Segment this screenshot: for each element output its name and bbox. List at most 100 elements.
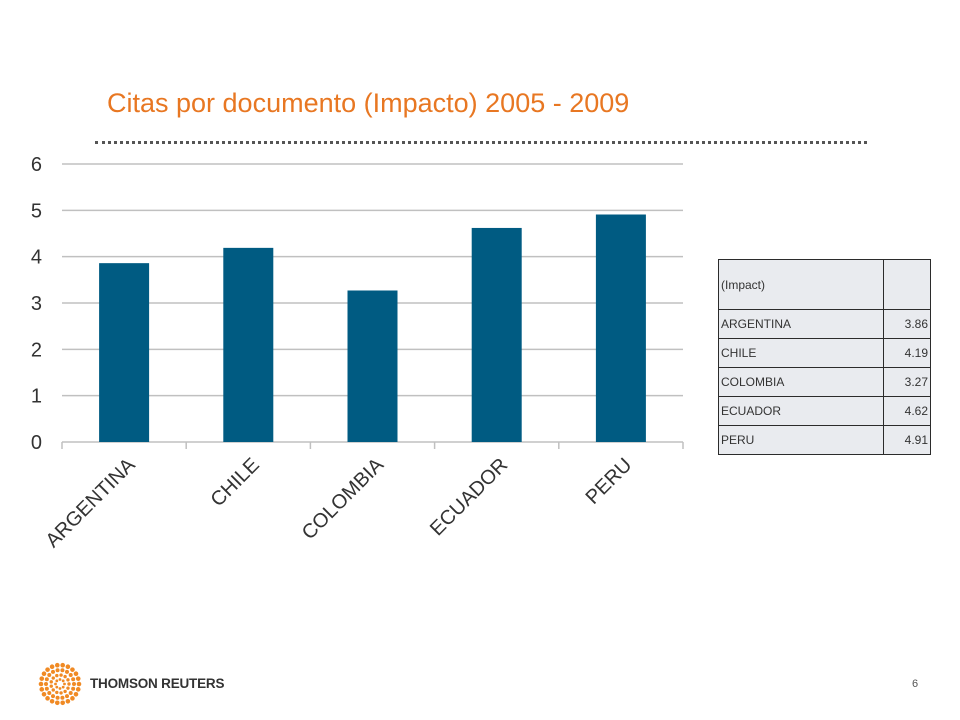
data-table: (Impact) ARGENTINA 3.86 CHILE 4.19 COLOM… [718,259,931,455]
logo-dot [59,691,63,695]
table-row: ARGENTINA 3.86 [718,309,931,339]
logo-dot [51,688,55,692]
title-divider [95,141,867,144]
logo-dot [49,698,55,704]
x-tick-label: CHILE [207,454,264,511]
logo-dot [65,694,69,699]
logo-dot [59,673,63,677]
brand-name: THOMSON REUTERS [90,676,225,691]
logo-dot [60,668,65,673]
logo-dot [58,687,62,690]
y-tick-label: 0 [31,432,42,454]
table-cell-country: COLOMBIA [718,367,884,397]
bar [99,263,150,442]
bar [223,247,274,442]
logo-dot [63,674,67,679]
logo-dot [54,700,60,706]
logo-dot [55,695,60,700]
logo-dot [73,691,79,697]
logo-dot [76,681,82,687]
logo-dot [71,686,76,691]
logo-dot [75,687,81,692]
logo-dot [49,684,53,688]
y-tick-label: 1 [31,386,42,408]
logo-dot [60,662,66,668]
logo-dot [41,671,47,677]
logo-dot [61,685,65,689]
logo-dot [65,664,71,670]
page-number: 6 [912,678,919,690]
logo-dot [66,678,70,682]
y-tick-label: 2 [31,339,42,361]
logo-dot [63,682,66,686]
logo-dot [70,667,75,672]
logo-dot [65,669,69,674]
bar [347,290,398,442]
logo-dot [75,676,81,681]
y-tick-label: 3 [31,293,42,315]
y-tick-label: 4 [31,247,42,269]
logo-dot [39,676,45,681]
x-tick-label: COLOMBIA [298,454,389,545]
table-cell-value: 3.27 [883,367,931,397]
logo-dot [67,682,71,686]
logo-dot [41,691,47,697]
table-cell-country: PERU [718,425,884,455]
logo-dot [55,685,59,689]
logo-dot [44,677,49,682]
y-tick-label: 5 [31,200,42,222]
logo-dot [51,676,55,680]
logo-dot [54,682,57,686]
logo-dot [49,680,53,684]
table-header-row: (Impact) [718,259,931,310]
logo-dot [68,690,73,695]
table-header-label: (Impact) [718,259,884,310]
logo-dot [55,679,59,683]
table-row: ECUADOR 4.62 [718,396,931,426]
table-cell-value: 3.86 [883,309,931,339]
logo-dot [51,669,55,674]
logo-dot [73,671,79,677]
slide-title: Citas por documento (Impacto) 2005 - 200… [107,88,630,118]
logo-dot [45,696,50,701]
thomson-reuters-logo-icon [38,662,82,706]
logo-dot [60,700,66,706]
table-row: PERU 4.91 [718,425,931,455]
logo-dot [47,690,52,695]
logo-dot [60,695,65,700]
logo-dot [38,681,44,687]
x-tick-label: ARGENTINA [42,454,141,553]
x-tick-label: PERU [582,454,637,509]
logo-dot [39,687,45,692]
logo-dot [55,673,59,678]
logo-dot [65,698,71,704]
table-cell-value: 4.19 [883,338,931,368]
logo-dot [55,668,60,673]
logo-dot [61,679,65,683]
logo-dot [51,694,55,699]
logo-dot [45,667,50,672]
logo-dot [44,686,49,691]
logo-dot [55,690,59,695]
logo-dot [68,673,73,678]
table-header-value [883,259,931,310]
logo-dot [72,682,76,686]
logo-dot [71,677,76,682]
logo-dot [54,662,60,668]
logo-dot [44,682,48,686]
bar [471,227,522,442]
x-tick-label: ECUADOR [426,454,512,540]
logo-dot [70,696,75,701]
table-cell-value: 4.62 [883,396,931,426]
logo-dot [49,664,55,670]
table-cell-country: ECUADOR [718,396,884,426]
bar [595,214,646,442]
table-cell-country: CHILE [718,338,884,368]
y-tick-label: 6 [31,154,42,176]
logo-dot [63,689,67,694]
table-row: CHILE 4.19 [718,338,931,368]
table-cell-value: 4.91 [883,425,931,455]
logo-dot [66,686,70,690]
table-row: COLOMBIA 3.27 [718,367,931,397]
